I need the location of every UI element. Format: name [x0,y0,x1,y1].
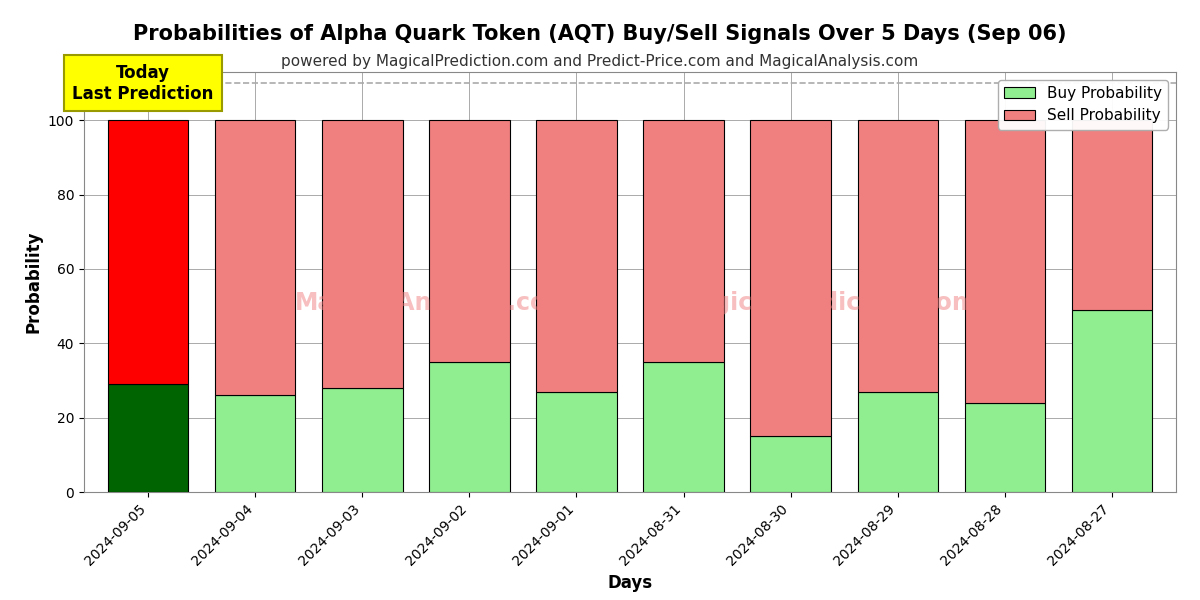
Bar [858,121,937,392]
Text: Today
Last Prediction: Today Last Prediction [72,64,214,103]
Bar [965,403,1045,492]
Legend: Buy Probability, Sell Probability: Buy Probability, Sell Probability [998,80,1169,130]
Bar [430,121,510,362]
Text: MagicalPrediction.com: MagicalPrediction.com [676,291,978,315]
Bar [536,121,617,392]
Bar [750,121,830,436]
Text: Probabilities of Alpha Quark Token (AQT) Buy/Sell Signals Over 5 Days (Sep 06): Probabilities of Alpha Quark Token (AQT)… [133,24,1067,44]
Bar [750,436,830,492]
Bar [965,121,1045,403]
Bar [108,121,188,384]
X-axis label: Days: Days [607,574,653,592]
Bar [108,384,188,492]
Bar [536,392,617,492]
Bar [215,121,295,395]
Bar [1072,310,1152,492]
Bar [215,395,295,492]
Text: powered by MagicalPrediction.com and Predict-Price.com and MagicalAnalysis.com: powered by MagicalPrediction.com and Pre… [281,54,919,69]
Bar [858,392,937,492]
Bar [323,121,402,388]
Y-axis label: Probability: Probability [24,231,42,333]
Bar [643,121,724,362]
Text: MagicalAnalysis.com: MagicalAnalysis.com [295,291,572,315]
Bar [643,362,724,492]
Bar [430,362,510,492]
Bar [323,388,402,492]
Bar [1072,121,1152,310]
